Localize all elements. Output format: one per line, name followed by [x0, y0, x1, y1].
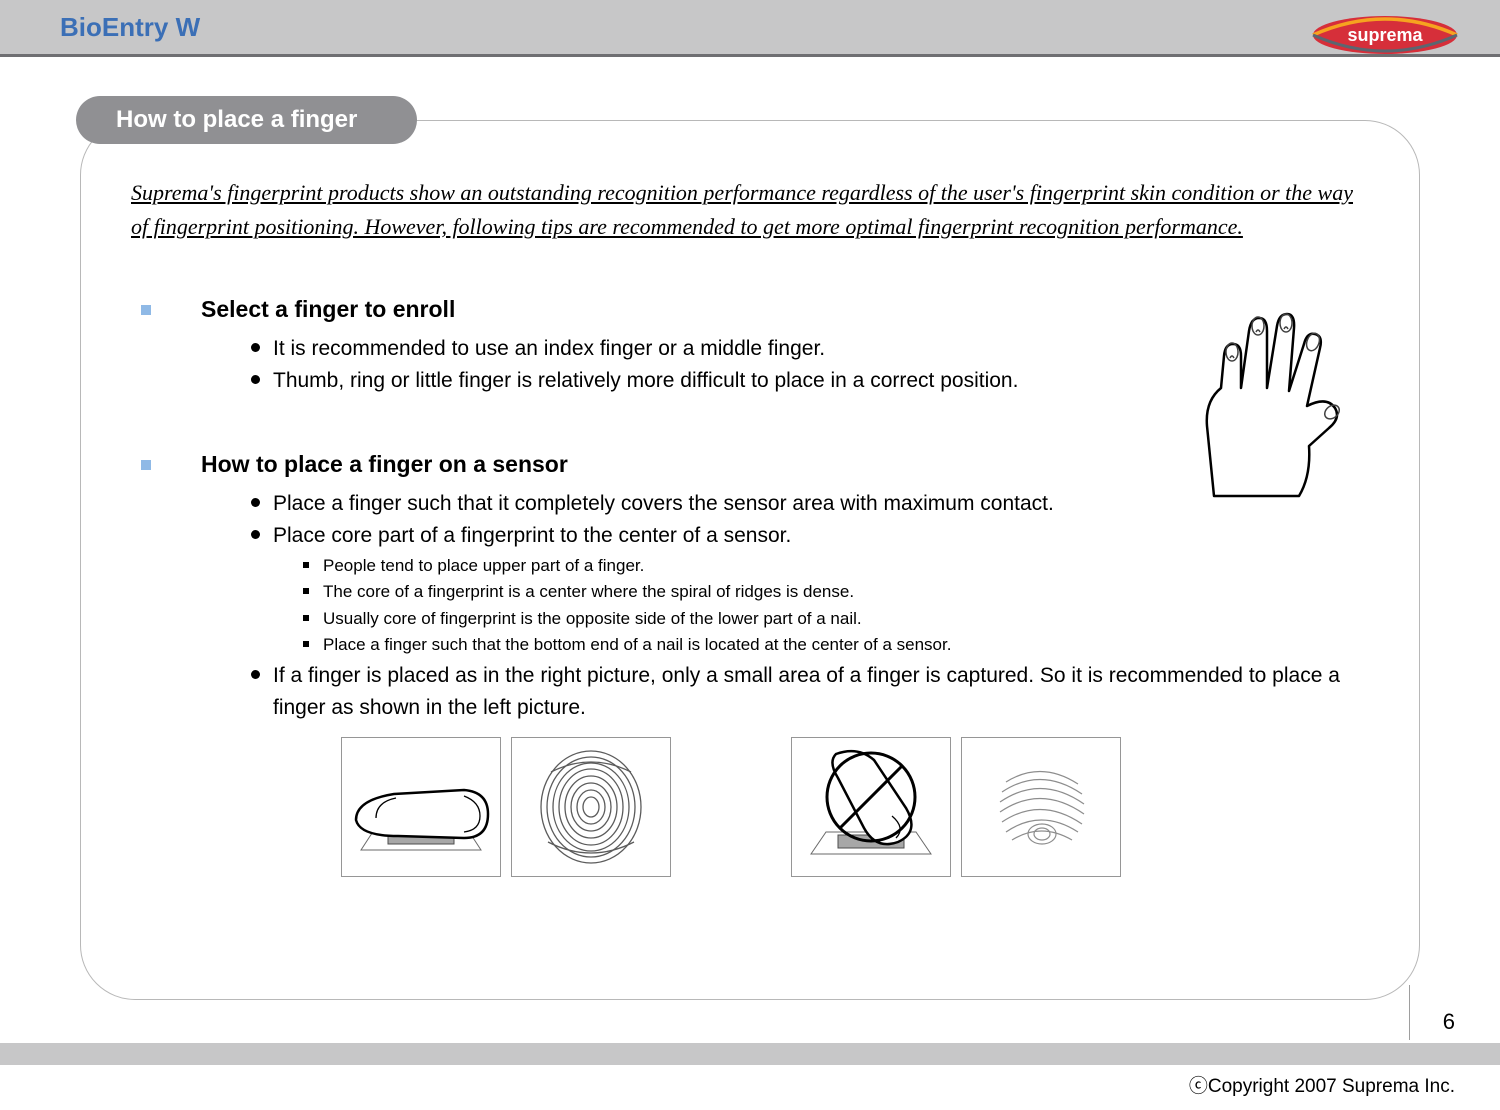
sub-bullet-list: People tend to place upper part of a fin…: [303, 553, 1359, 658]
correct-placement-pair: [341, 737, 671, 877]
wrong-fingerprint-image: [961, 737, 1121, 877]
sub-list-item: Place a finger such that the bottom end …: [303, 632, 1359, 658]
list-item-text: Place core part of a fingerprint to the …: [273, 524, 791, 547]
section-head-1: Select a finger to enroll: [141, 296, 1359, 323]
square-bullet-icon: [141, 460, 151, 470]
content-frame: How to place a finger Suprema's fingerpr…: [80, 120, 1420, 1000]
suprema-logo: suprema: [1305, 9, 1460, 57]
section-tab: How to place a finger: [76, 96, 417, 144]
sub-list-item: The core of a fingerprint is a center wh…: [303, 579, 1359, 605]
correct-fingerprint-image: [511, 737, 671, 877]
placement-illustrations: [341, 737, 1359, 877]
logo-text: suprema: [1347, 25, 1423, 45]
sub-list-item: Usually core of fingerprint is the oppos…: [303, 606, 1359, 632]
list-item: Place core part of a fingerprint to the …: [251, 520, 1359, 659]
page-divider: [1409, 985, 1410, 1040]
footer-bar: [0, 1043, 1500, 1065]
list-item: Place a finger such that it completely c…: [251, 488, 1359, 520]
sub-list-item: People tend to place upper part of a fin…: [303, 553, 1359, 579]
bullet-list-1: It is recommended to use an index finger…: [251, 333, 1359, 396]
list-item: Thumb, ring or little finger is relative…: [251, 365, 1359, 397]
wrong-placement-pair: [791, 737, 1121, 877]
bullet-list-2: Place a finger such that it completely c…: [251, 488, 1359, 723]
page-number: 6: [1443, 1009, 1455, 1035]
section-title-1: Select a finger to enroll: [201, 296, 455, 323]
page-title: BioEntry W: [60, 12, 200, 43]
body-content: Select a finger to enroll It is recommen…: [141, 296, 1359, 877]
section-title-2: How to place a finger on a sensor: [201, 451, 568, 478]
copyright-text: ⓒCopyright 2007 Suprema Inc.: [1189, 1071, 1455, 1098]
section-head-2: How to place a finger on a sensor: [141, 451, 1359, 478]
correct-finger-image: [341, 737, 501, 877]
square-bullet-icon: [141, 305, 151, 315]
wrong-finger-image: [791, 737, 951, 877]
list-item: It is recommended to use an index finger…: [251, 333, 1359, 365]
header-bar: BioEntry W suprema: [0, 0, 1500, 54]
intro-text: Suprema's fingerprint products show an o…: [131, 176, 1359, 244]
list-item: If a finger is placed as in the right pi…: [251, 660, 1359, 723]
